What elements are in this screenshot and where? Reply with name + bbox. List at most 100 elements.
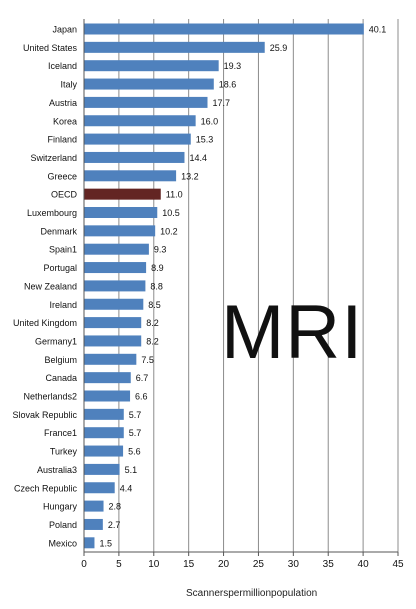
category-labels: Japan United States Iceland Italy Austria Kor… bbox=[12, 25, 77, 549]
x-tick-label-6: 30 bbox=[288, 559, 300, 570]
category-label-7: Switzerland bbox=[30, 153, 77, 163]
value-label-0: 40.1 bbox=[369, 25, 387, 35]
category-label-12: Spain1 bbox=[49, 245, 77, 255]
bar-luxembourg bbox=[84, 207, 158, 218]
bar-korea bbox=[84, 115, 196, 127]
bar-united-kingdom bbox=[84, 317, 142, 329]
category-label-15: Ireland bbox=[49, 300, 77, 310]
bar-iceland bbox=[84, 60, 219, 72]
x-tick-label-5: 25 bbox=[253, 559, 265, 570]
category-label-9: OECD bbox=[51, 190, 78, 200]
value-label-23: 5.6 bbox=[128, 447, 141, 457]
x-tick-labels: 0 5 10 15 20 25 30 35 40 45 bbox=[81, 559, 404, 570]
bar-austria bbox=[84, 96, 208, 108]
category-label-1: United States bbox=[23, 43, 78, 53]
x-tick-label-7: 35 bbox=[323, 559, 335, 570]
category-label-11: Denmark bbox=[40, 226, 77, 236]
category-label-14: New Zealand bbox=[24, 281, 77, 291]
x-tick-label-4: 20 bbox=[218, 559, 230, 570]
category-label-25: Czech Republic bbox=[14, 483, 78, 493]
value-label-3: 18.6 bbox=[219, 80, 237, 90]
category-label-19: Canada bbox=[45, 373, 77, 383]
bar-turkey bbox=[84, 445, 124, 457]
value-label-8: 13.2 bbox=[181, 171, 199, 181]
bar-greece bbox=[84, 170, 177, 182]
value-labels: 40.1 25.9 19.3 18.6 17.7 16.0 15.3 14.4 13.2 11.0… bbox=[99, 25, 386, 549]
category-label-16: United Kingdom bbox=[13, 318, 77, 328]
value-label-24: 5.1 bbox=[125, 465, 138, 475]
category-label-4: Austria bbox=[49, 98, 77, 108]
category-label-6: Finland bbox=[47, 135, 77, 145]
bar-denmark bbox=[84, 225, 156, 237]
bar-ireland bbox=[84, 298, 144, 310]
category-label-20: Netherlands2 bbox=[23, 392, 77, 402]
category-label-27: Poland bbox=[49, 520, 77, 530]
value-label-20: 6.6 bbox=[135, 392, 148, 402]
category-label-28: Mexico bbox=[48, 538, 77, 548]
bar-netherlands2 bbox=[84, 390, 131, 402]
value-label-4: 17.7 bbox=[213, 98, 231, 108]
bar-finland bbox=[84, 133, 191, 145]
bar-poland bbox=[84, 518, 103, 530]
value-label-15: 8.5 bbox=[148, 300, 161, 310]
value-label-27: 2.7 bbox=[108, 520, 121, 530]
value-label-16: 8.2 bbox=[146, 318, 159, 328]
value-label-5: 16.0 bbox=[201, 116, 219, 126]
bar-switzerland bbox=[84, 151, 185, 163]
bar-oecd bbox=[84, 188, 161, 200]
category-label-13: Portugal bbox=[43, 263, 77, 273]
value-label-18: 7.5 bbox=[141, 355, 154, 365]
value-label-21: 5.7 bbox=[129, 410, 142, 420]
bar-france1 bbox=[84, 427, 124, 439]
value-label-9: 11.0 bbox=[166, 190, 183, 200]
value-label-25: 4.4 bbox=[120, 483, 133, 493]
bar-australia3 bbox=[84, 463, 120, 475]
bar-germany1 bbox=[84, 335, 142, 347]
x-axis-label: Scannerspermillionpopulation bbox=[186, 588, 318, 599]
mri-annotation: MRI bbox=[221, 290, 364, 375]
value-label-12: 9.3 bbox=[154, 245, 167, 255]
x-tick-label-0: 0 bbox=[81, 559, 87, 570]
value-label-11: 10.2 bbox=[160, 226, 178, 236]
value-label-10: 10.5 bbox=[162, 208, 180, 218]
value-label-7: 14.4 bbox=[189, 153, 207, 163]
bar-portugal bbox=[84, 262, 147, 274]
category-label-26: Hungary bbox=[43, 502, 78, 512]
value-label-28: 1.5 bbox=[99, 538, 112, 548]
value-label-17: 8.2 bbox=[146, 336, 159, 346]
value-label-19: 6.7 bbox=[136, 373, 149, 383]
bar-italy bbox=[84, 78, 214, 90]
x-tick-label-8: 40 bbox=[358, 559, 370, 570]
value-label-1: 25.9 bbox=[270, 43, 288, 53]
bar-japan bbox=[84, 23, 364, 35]
category-label-18: Belgium bbox=[44, 355, 77, 365]
axes bbox=[83, 19, 399, 556]
bar-united-states bbox=[84, 41, 265, 53]
bar-czech-republic bbox=[84, 482, 115, 494]
value-label-2: 19.3 bbox=[224, 61, 242, 71]
category-label-5: Korea bbox=[53, 116, 77, 126]
category-label-2: Iceland bbox=[48, 61, 77, 71]
x-tick-label-1: 5 bbox=[116, 559, 122, 570]
x-tick-label-2: 10 bbox=[148, 559, 160, 570]
value-label-14: 8.8 bbox=[150, 281, 163, 291]
category-label-21: Slovak Republic bbox=[12, 410, 77, 420]
bar-spain1 bbox=[84, 243, 149, 255]
category-label-10: Luxembourg bbox=[27, 208, 77, 218]
value-label-6: 15.3 bbox=[196, 135, 214, 145]
value-label-13: 8.9 bbox=[151, 263, 164, 273]
bar-new-zealand bbox=[84, 280, 146, 292]
bars bbox=[84, 23, 364, 549]
bar-hungary bbox=[84, 500, 104, 512]
bar-slovak-republic bbox=[84, 408, 124, 420]
x-tick-label-9: 45 bbox=[392, 559, 404, 570]
category-label-24: Australia3 bbox=[37, 465, 77, 475]
category-label-17: Germany1 bbox=[35, 336, 77, 346]
category-label-3: Italy bbox=[60, 80, 77, 90]
bar-mexico bbox=[84, 537, 95, 549]
category-label-0: Japan bbox=[52, 25, 77, 35]
x-tick-label-3: 15 bbox=[183, 559, 195, 570]
value-label-22: 5.7 bbox=[129, 428, 142, 438]
bar-canada bbox=[84, 372, 131, 384]
